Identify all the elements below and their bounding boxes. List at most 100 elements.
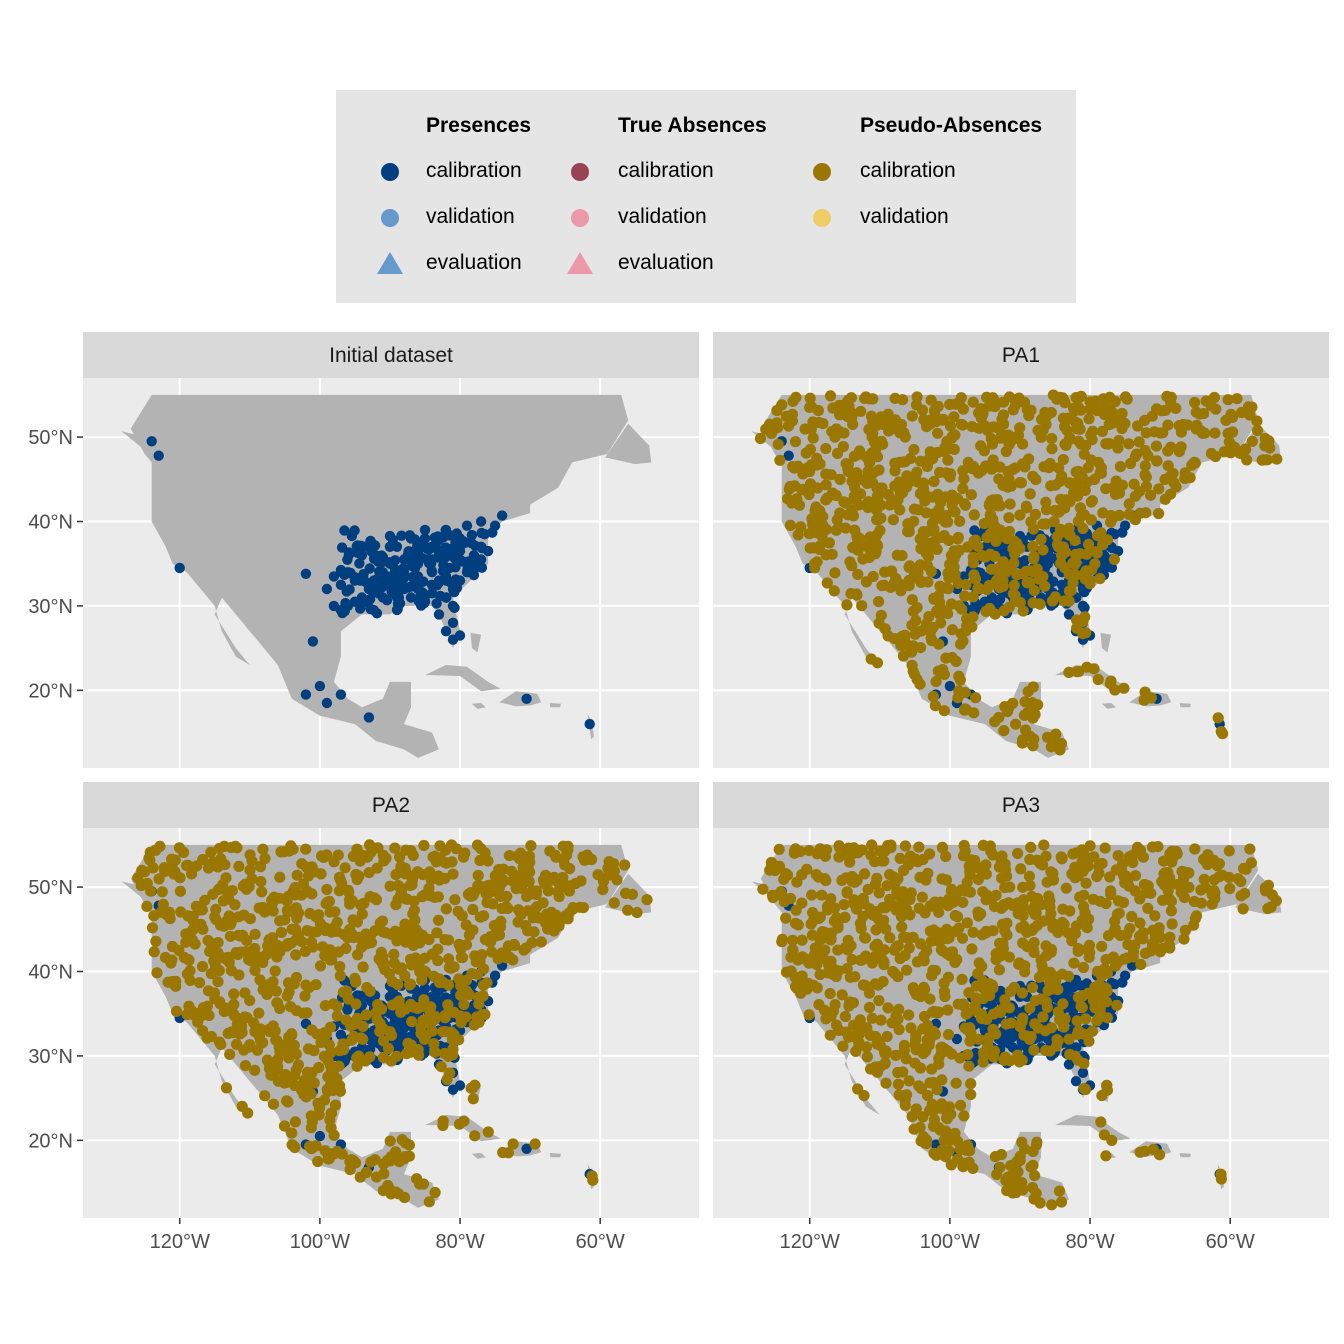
presence-point xyxy=(377,582,388,593)
pseudo-absence-point xyxy=(939,446,951,458)
pseudo-absence-point xyxy=(1000,1018,1012,1030)
pseudo-absence-point xyxy=(887,965,899,978)
pseudo-absence-point xyxy=(439,1010,451,1022)
pseudo-absence-point xyxy=(548,871,560,883)
pseudo-absence-point xyxy=(1123,508,1135,520)
pseudo-absence-point xyxy=(858,953,870,965)
pseudo-absence-point xyxy=(434,840,446,852)
pseudo-absence-point xyxy=(1018,396,1031,408)
pseudo-absence-point xyxy=(1071,1015,1083,1027)
pseudo-absence-point xyxy=(915,542,927,555)
pseudo-absence-point xyxy=(242,1107,254,1119)
pseudo-absence-point xyxy=(1178,892,1191,904)
pseudo-absence-point xyxy=(942,608,954,620)
pseudo-absence-point xyxy=(306,1116,318,1128)
pseudo-absence-point xyxy=(203,1009,215,1022)
pseudo-absence-point xyxy=(1142,450,1154,462)
pseudo-absence-point xyxy=(1027,470,1039,482)
pseudo-absence-point xyxy=(290,1064,302,1076)
presence-point xyxy=(440,542,451,553)
pseudo-absence-point xyxy=(333,946,345,958)
pseudo-absence-point xyxy=(943,1101,956,1113)
pseudo-absence-point xyxy=(240,946,252,958)
pseudo-absence-point xyxy=(244,995,256,1007)
legend: Presences calibration validation evaluation… xyxy=(336,90,1076,303)
pseudo-absence-point xyxy=(515,847,527,859)
pseudo-absence-point xyxy=(1058,918,1070,930)
pseudo-absence-point xyxy=(894,504,906,516)
pseudo-absence-point xyxy=(1031,1136,1043,1148)
pseudo-absence-point xyxy=(1179,472,1191,484)
pseudo-absence-point xyxy=(1075,1000,1087,1012)
pseudo-absence-point xyxy=(1165,441,1177,453)
pseudo-absence-point xyxy=(837,1040,849,1052)
pseudo-absence-point xyxy=(985,845,997,857)
pseudo-absence-point xyxy=(923,1026,936,1038)
pseudo-absence-point xyxy=(924,543,936,555)
pseudo-absence-point xyxy=(806,889,818,901)
map-panel: PA1 xyxy=(713,332,1329,768)
pseudo-absence-point xyxy=(824,390,837,402)
pseudo-absence-point xyxy=(428,970,440,983)
pseudo-absence-point xyxy=(1028,553,1040,565)
points-layer xyxy=(757,839,1282,1211)
pseudo-absence-point xyxy=(224,930,236,942)
presence-point xyxy=(346,530,358,542)
pseudo-absence-point xyxy=(901,964,913,976)
pseudo-absence-point xyxy=(851,467,863,479)
pseudo-absence-point xyxy=(159,866,171,878)
pseudo-absence-point xyxy=(1162,460,1174,472)
pseudo-absence-point xyxy=(1235,890,1247,902)
presence-point xyxy=(392,603,403,615)
pseudo-absence-point xyxy=(511,875,523,887)
pseudo-absence-point xyxy=(156,886,168,898)
land-shape xyxy=(121,431,156,451)
pseudo-absence-point xyxy=(890,572,902,585)
pseudo-absence-point xyxy=(940,850,952,863)
pseudo-absence-point xyxy=(1212,712,1224,724)
pseudo-absence-point xyxy=(823,537,836,549)
pseudo-absence-point xyxy=(1262,879,1274,891)
presence-point xyxy=(386,586,397,598)
pseudo-absence-point xyxy=(1063,1033,1075,1045)
pseudo-absence-point xyxy=(1027,712,1039,724)
pseudo-absence-point xyxy=(1069,1050,1081,1062)
pseudo-absence-point xyxy=(834,842,846,854)
pseudo-absence-point xyxy=(898,931,910,943)
pseudo-absence-point xyxy=(390,899,402,911)
pseudo-absence-point xyxy=(274,1046,286,1058)
pseudo-absence-point xyxy=(267,905,279,917)
pseudo-absence-point xyxy=(223,910,235,922)
pseudo-absence-point xyxy=(942,583,954,595)
pseudo-absence-point xyxy=(928,475,940,488)
pseudo-absence-point xyxy=(924,446,936,458)
pseudo-absence-point xyxy=(641,894,653,906)
presence-point xyxy=(417,553,428,564)
pseudo-absence-point xyxy=(476,1009,488,1021)
pseudo-absence-point xyxy=(797,468,809,480)
pseudo-absence-point xyxy=(234,1028,246,1040)
pseudo-absence-point xyxy=(915,991,927,1003)
pseudo-absence-point xyxy=(980,460,992,472)
pseudo-absence-point xyxy=(948,561,960,573)
pseudo-absence-point xyxy=(1046,595,1059,607)
pseudo-absence-point xyxy=(1202,849,1214,861)
presence-point xyxy=(406,560,418,572)
pseudo-absence-point xyxy=(970,1005,982,1017)
land-shape xyxy=(549,703,561,708)
pseudo-absence-point xyxy=(882,630,894,642)
pseudo-absence-point xyxy=(973,957,985,969)
pseudo-absence-point xyxy=(933,1052,945,1064)
pseudo-absence-point xyxy=(1189,913,1201,925)
pseudo-absence-point xyxy=(291,1005,303,1017)
pseudo-absence-point xyxy=(1083,1035,1095,1047)
pseudo-absence-point xyxy=(1025,404,1037,416)
pseudo-absence-point xyxy=(523,850,536,862)
pseudo-absence-point xyxy=(996,872,1008,884)
pseudo-absence-point xyxy=(1092,673,1104,686)
pseudo-absence-point xyxy=(910,1034,922,1046)
pseudo-absence-point xyxy=(867,909,880,921)
pseudo-absence-point xyxy=(151,967,163,979)
pseudo-absence-point xyxy=(631,906,643,919)
pseudo-absence-point xyxy=(1111,908,1123,921)
